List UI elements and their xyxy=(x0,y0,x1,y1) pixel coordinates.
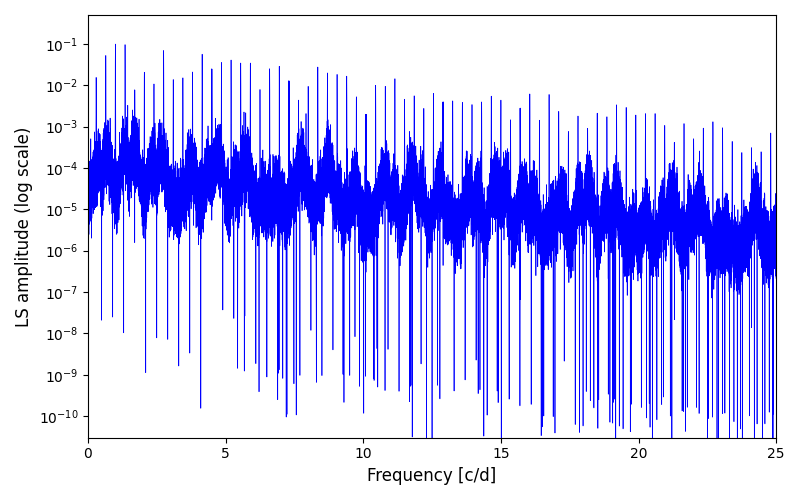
X-axis label: Frequency [c/d]: Frequency [c/d] xyxy=(367,467,497,485)
Y-axis label: LS amplitude (log scale): LS amplitude (log scale) xyxy=(15,126,33,326)
